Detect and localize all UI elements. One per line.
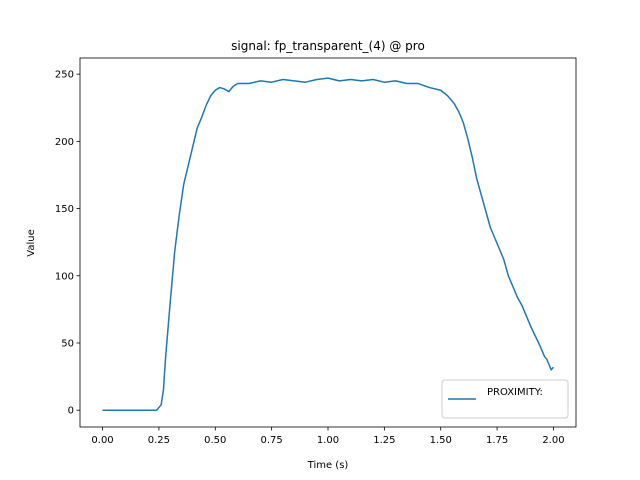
legend-box: [441, 379, 569, 419]
y-axis-label: Value: [26, 229, 37, 256]
x-tick-label: 1.75: [486, 435, 508, 446]
chart-title: signal: fp_transparent_(4) @ pro: [231, 39, 425, 53]
y-tick-label: 250: [55, 70, 74, 81]
x-tick-label: 0.25: [148, 435, 170, 446]
x-tick-label: 0.75: [261, 435, 283, 446]
y-tick-label: 150: [55, 204, 74, 215]
x-tick-label: 2.00: [542, 435, 564, 446]
legend-label: PROXIMITY:: [487, 387, 543, 398]
y-tick-label: 0: [68, 406, 74, 417]
x-tick-label: 0.00: [91, 435, 113, 446]
series-line-0: [102, 77, 555, 411]
x-tick-label: 0.50: [204, 435, 226, 446]
legend: PROXIMITY:: [441, 379, 569, 419]
x-tick-label: 1.25: [373, 435, 395, 446]
y-tick-label: 50: [61, 338, 74, 349]
y-tick-label: 200: [55, 137, 74, 148]
plot-area: 0.00 0.25 0.50 0.75 1.00 1.25 1.50 1.75 2.00 0 50 1…: [55, 57, 577, 446]
x-axis-label: Time (s): [307, 460, 349, 471]
y-tick-label: 100: [55, 271, 74, 282]
x-tick-label: 1.00: [317, 435, 339, 446]
x-tick-label: 1.50: [430, 435, 452, 446]
